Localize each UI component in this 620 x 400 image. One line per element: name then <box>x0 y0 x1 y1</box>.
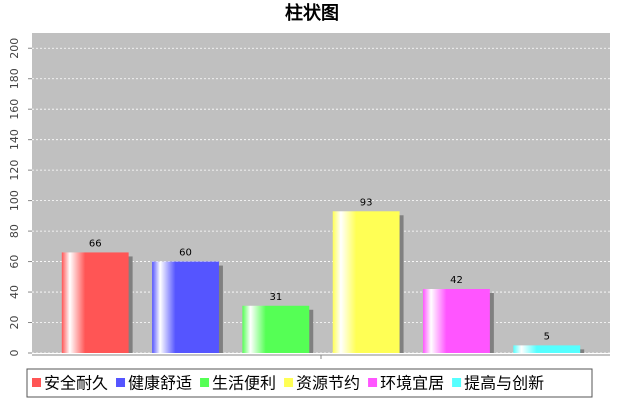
data-label: 93 <box>360 197 373 208</box>
legend-label: 生活便利 <box>212 374 276 393</box>
y-tick-label: 40 <box>8 285 21 299</box>
legend-swatch <box>116 378 126 387</box>
bar <box>61 252 129 353</box>
data-label: 66 <box>89 238 102 249</box>
legend-label: 环境宜居 <box>380 374 444 393</box>
bar <box>152 261 219 353</box>
y-tick-label: 60 <box>8 255 21 269</box>
data-label: 31 <box>269 292 282 303</box>
legend-swatch <box>284 378 294 387</box>
data-label: 60 <box>179 248 192 259</box>
legend-label: 健康舒适 <box>128 374 192 393</box>
legend-swatch <box>452 378 462 387</box>
y-tick-label: 0 <box>8 350 21 357</box>
bar <box>242 305 310 353</box>
chart-title: 柱状图 <box>285 2 339 24</box>
y-tick-label: 80 <box>8 224 21 238</box>
y-tick-label: 120 <box>8 160 21 181</box>
y-tick-label: 200 <box>8 38 21 59</box>
y-tick-label: 180 <box>8 68 21 89</box>
bar <box>513 345 581 353</box>
legend-label: 资源节约 <box>296 374 360 393</box>
y-tick-label: 100 <box>8 190 21 211</box>
y-tick-label: 20 <box>8 316 21 330</box>
data-label: 5 <box>544 331 550 342</box>
y-tick-label: 140 <box>8 129 21 150</box>
legend-swatch <box>368 378 378 387</box>
legend-label: 安全耐久 <box>44 374 108 393</box>
y-tick-label: 160 <box>8 99 21 120</box>
data-label: 42 <box>450 275 463 286</box>
legend-swatch <box>32 378 41 387</box>
bar <box>423 289 490 353</box>
legend-label: 提高与创新 <box>464 374 544 393</box>
bar <box>332 211 400 353</box>
legend-swatch <box>200 378 210 387</box>
